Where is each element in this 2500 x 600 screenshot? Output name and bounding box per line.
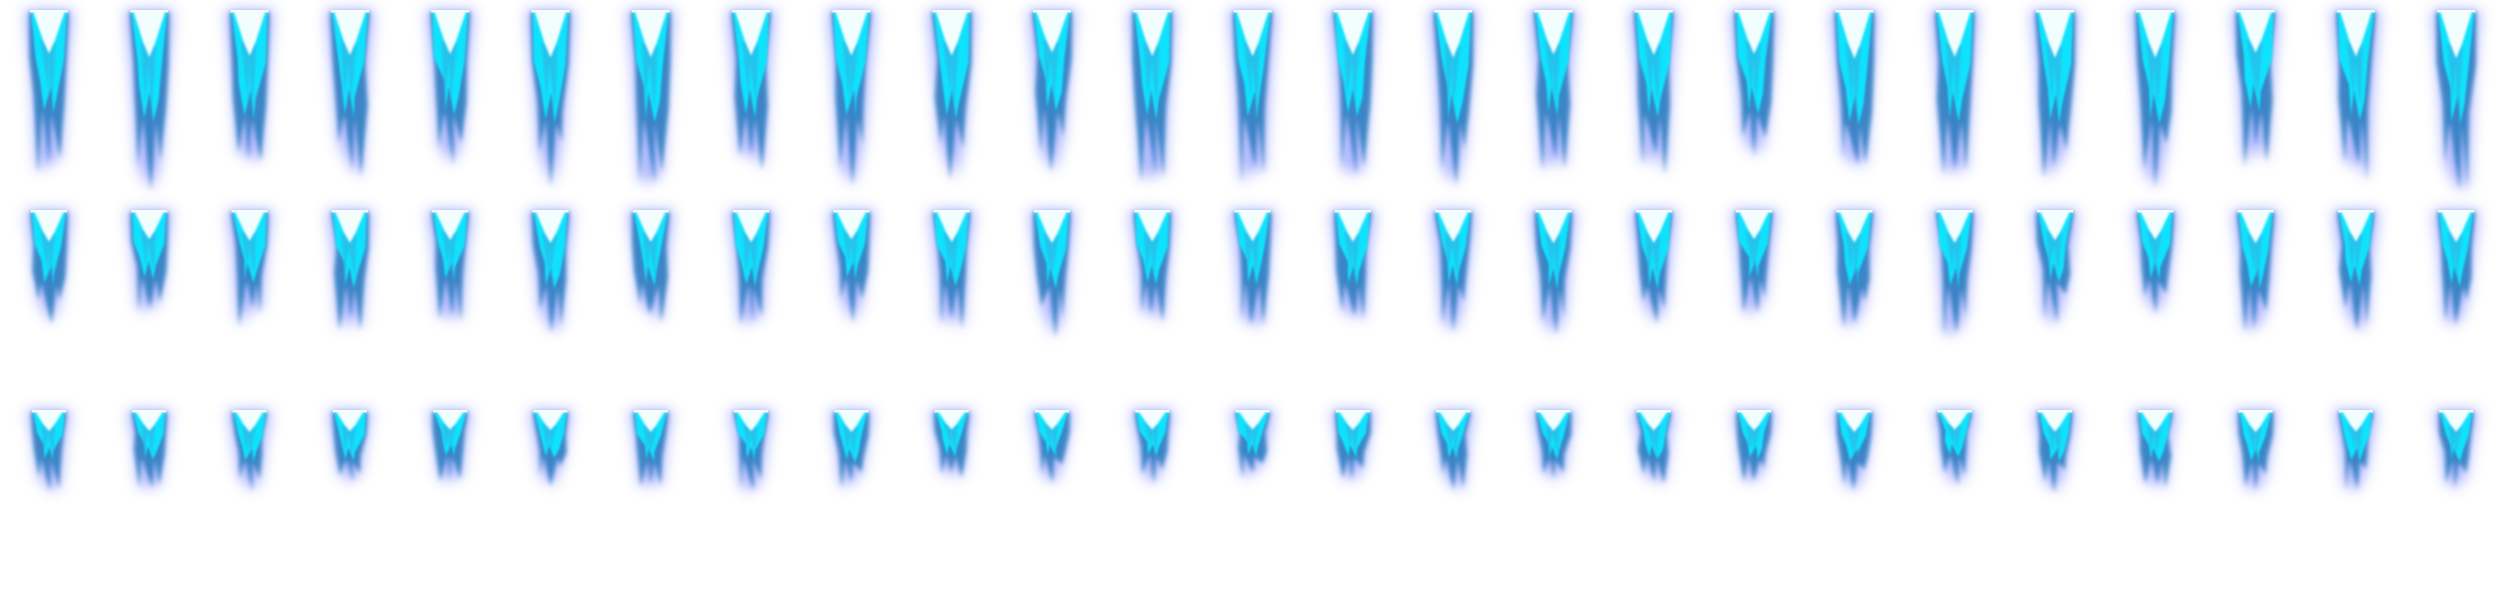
long-flame-frame-16 — [1529, 10, 1578, 170]
long-flame-frame-22 — [2131, 10, 2180, 189]
medium-flame-frame-9 — [828, 210, 875, 323]
long-flame-frame-17 — [1629, 10, 1678, 175]
long-flame-frame-9 — [827, 10, 876, 186]
long-flame-frame-14 — [1328, 10, 1377, 175]
long-flame-frame-6 — [526, 10, 575, 187]
long-flame-frame-3 — [225, 10, 274, 161]
long-flame-frame-23 — [2231, 10, 2280, 166]
short-flame-frame-16 — [1531, 410, 1576, 478]
short-flame-frame-2 — [127, 410, 172, 487]
short-flame-frame-6 — [528, 410, 573, 486]
medium-flame-frame-2 — [126, 210, 173, 311]
long-flame-frame-11 — [1028, 10, 1076, 172]
short-flame-frame-17 — [1631, 410, 1676, 484]
medium-flame-frame-4 — [326, 210, 373, 330]
medium-flame-frame-25 — [2433, 210, 2480, 325]
medium-flame-frame-18 — [1731, 210, 1778, 313]
short-flame-frame-5 — [428, 410, 473, 482]
short-flame-frame-9 — [829, 410, 874, 488]
short-flame-row — [27, 410, 2479, 493]
short-flame-frame-15 — [1431, 410, 1476, 490]
short-flame-frame-19 — [1832, 410, 1877, 491]
medium-flame-frame-5 — [427, 210, 474, 321]
long-flame-frame-1 — [25, 10, 73, 173]
short-flame-frame-8 — [729, 410, 774, 491]
medium-flame-frame-3 — [226, 210, 273, 327]
medium-flame-frame-23 — [2232, 210, 2279, 331]
long-flame-frame-25 — [2432, 10, 2481, 190]
long-flame-frame-7 — [626, 10, 675, 183]
short-flame-frame-25 — [2434, 410, 2479, 488]
long-flame-frame-10 — [927, 10, 976, 180]
short-flame-frame-10 — [929, 410, 974, 478]
long-flame-frame-24 — [2331, 10, 2380, 180]
medium-flame-frame-15 — [1430, 210, 1477, 332]
long-flame-frame-12 — [1128, 10, 1177, 181]
short-flame-frame-14 — [1330, 410, 1375, 480]
short-flame-frame-20 — [1932, 410, 1977, 485]
short-flame-frame-18 — [1732, 410, 1777, 482]
long-flame-frame-20 — [1930, 10, 1979, 174]
medium-flame-frame-16 — [1530, 210, 1577, 335]
short-flame-frame-3 — [227, 410, 272, 491]
long-flame-frame-13 — [1228, 10, 1277, 183]
medium-flame-row — [26, 210, 2480, 338]
short-flame-frame-12 — [1130, 410, 1175, 484]
medium-flame-frame-6 — [527, 210, 574, 333]
medium-flame-frame-10 — [928, 210, 975, 329]
medium-flame-frame-17 — [1630, 210, 1677, 324]
medium-flame-frame-8 — [728, 210, 775, 324]
short-flame-frame-4 — [327, 410, 372, 482]
medium-flame-frame-11 — [1029, 210, 1075, 338]
long-flame-frame-5 — [426, 10, 475, 165]
short-flame-frame-1 — [27, 410, 71, 491]
long-flame-row — [25, 10, 2481, 191]
medium-flame-frame-14 — [1329, 210, 1376, 319]
medium-flame-frame-20 — [1931, 210, 1978, 335]
medium-flame-frame-24 — [2332, 210, 2379, 331]
short-flame-frame-24 — [2333, 410, 2378, 490]
short-flame-frame-13 — [1230, 410, 1275, 478]
medium-flame-frame-21 — [2032, 210, 2078, 324]
long-flame-frame-18 — [1730, 10, 1779, 157]
short-flame-frame-11 — [1030, 410, 1074, 484]
short-flame-frame-22 — [2133, 410, 2178, 488]
medium-flame-frame-7 — [627, 210, 674, 323]
long-flame-frame-8 — [727, 10, 776, 170]
long-flame-frame-21 — [2031, 10, 2079, 178]
long-flame-frame-19 — [1830, 10, 1879, 165]
medium-flame-frame-19 — [1831, 210, 1878, 328]
long-flame-frame-4 — [325, 10, 374, 176]
medium-flame-frame-13 — [1229, 210, 1276, 325]
medium-flame-frame-1 — [26, 210, 72, 324]
medium-flame-frame-22 — [2132, 210, 2179, 314]
short-flame-frame-7 — [628, 410, 673, 487]
long-flame-frame-2 — [125, 10, 174, 191]
medium-flame-frame-12 — [1129, 210, 1176, 322]
short-flame-frame-23 — [2233, 410, 2278, 491]
long-flame-frame-15 — [1429, 10, 1478, 185]
short-flame-frame-21 — [2033, 410, 2077, 493]
